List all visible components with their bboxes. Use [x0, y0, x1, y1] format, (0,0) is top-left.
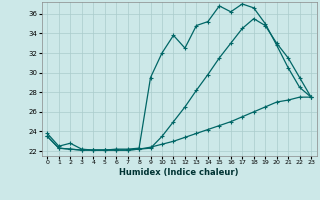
X-axis label: Humidex (Indice chaleur): Humidex (Indice chaleur) [119, 168, 239, 177]
